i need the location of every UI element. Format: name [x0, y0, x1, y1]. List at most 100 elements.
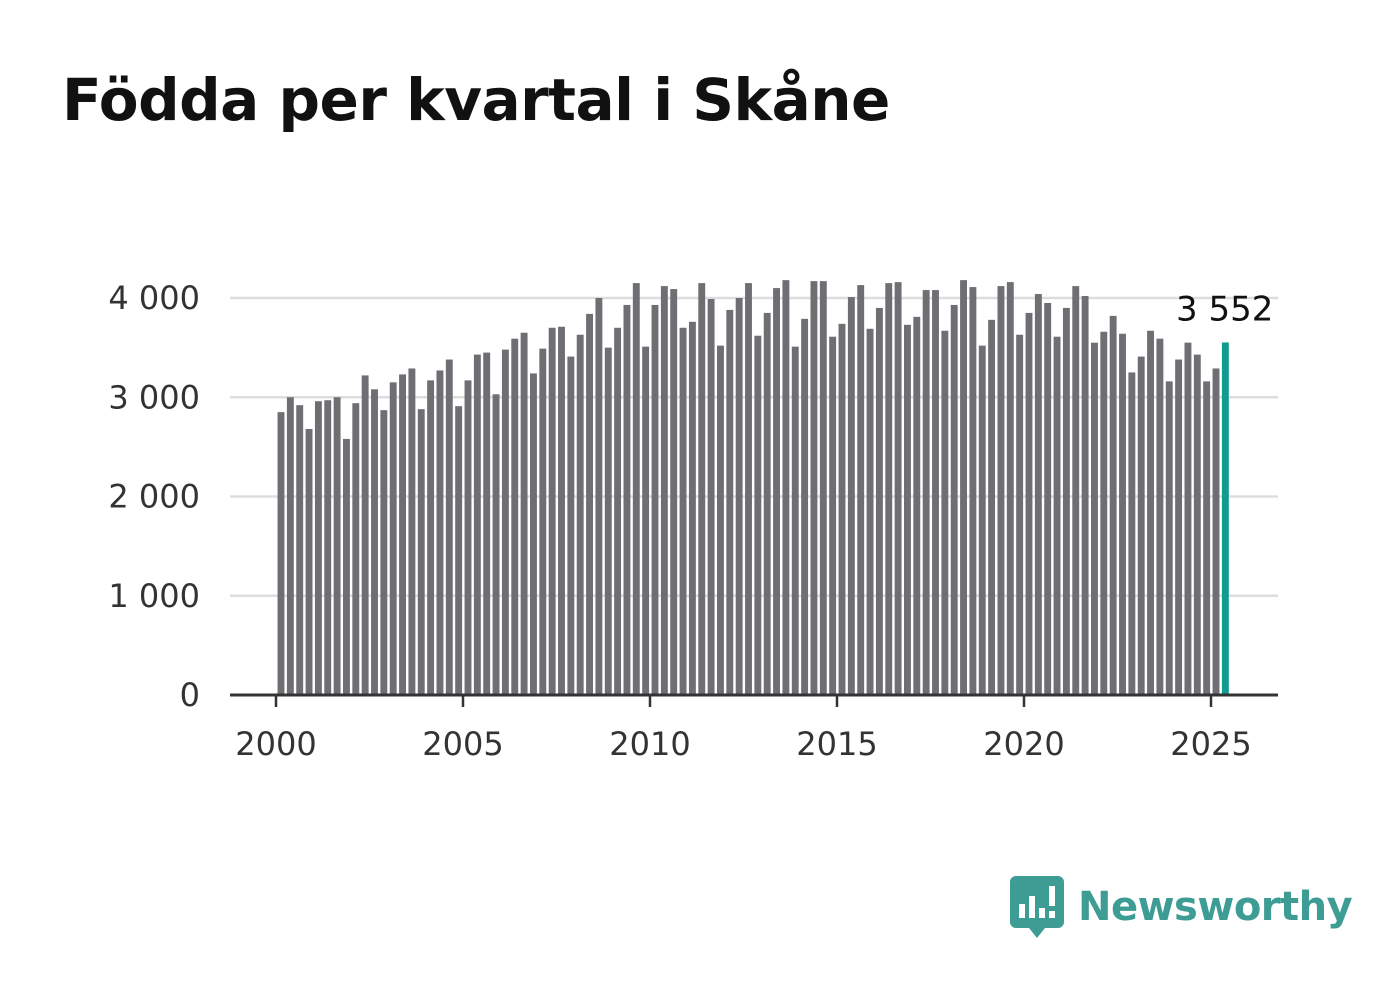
bar [1034, 294, 1042, 695]
bar [408, 368, 416, 695]
x-tick-label: 2010 [609, 725, 690, 763]
bar [885, 283, 893, 695]
bar [904, 324, 911, 695]
bar [1147, 330, 1154, 695]
bar [1175, 359, 1183, 695]
bar [726, 309, 734, 695]
bar [464, 380, 472, 695]
bar [1081, 296, 1089, 695]
bar [417, 409, 425, 695]
bar [586, 313, 593, 695]
bar [305, 429, 313, 695]
bar [483, 352, 491, 695]
brand-name: Newsworthy [1078, 884, 1353, 930]
bar [333, 397, 341, 695]
bar [1016, 334, 1024, 695]
bar [745, 283, 752, 695]
x-tick-label: 2020 [983, 725, 1064, 763]
bar [978, 345, 986, 695]
x-tick-label: 2005 [422, 725, 503, 763]
bar [436, 370, 444, 695]
bar [838, 323, 846, 695]
latest-value-label: 3 552 [1176, 289, 1273, 329]
bar [1062, 307, 1070, 695]
bar [352, 403, 360, 695]
bar [642, 346, 650, 695]
bars [277, 280, 1229, 696]
bar [679, 327, 687, 695]
bar [1193, 354, 1201, 695]
bar [389, 382, 397, 695]
y-tick-label: 0 [180, 676, 200, 714]
bar [614, 327, 622, 695]
bar [857, 285, 865, 695]
bar [688, 321, 696, 695]
y-tick-label: 4 000 [108, 279, 200, 317]
bar [1165, 381, 1173, 695]
bar [343, 438, 350, 695]
bar [801, 318, 809, 695]
bar [660, 286, 668, 695]
bar [296, 405, 304, 695]
newsworthy-logo-icon [1010, 876, 1064, 938]
bar [576, 334, 584, 695]
y-tick-label: 3 000 [108, 378, 200, 416]
bar [997, 286, 1005, 695]
bar [988, 319, 996, 695]
y-tick-label: 1 000 [108, 577, 200, 615]
bar [595, 298, 603, 695]
bar [969, 287, 977, 695]
bar [399, 374, 406, 695]
bar [427, 380, 435, 695]
y-tick-label: 2 000 [108, 478, 200, 516]
bar [735, 298, 743, 695]
bar [1119, 333, 1126, 695]
bar [286, 397, 294, 695]
bar [511, 338, 519, 695]
bar [782, 280, 790, 695]
bar [773, 288, 780, 695]
bar [314, 401, 322, 695]
bar [324, 400, 332, 695]
bar [361, 375, 369, 695]
bar [1212, 368, 1220, 695]
bar [1006, 282, 1014, 695]
y-axis-labels: 0 1 000 2 000 3 000 4 000 [108, 279, 200, 714]
bar [791, 346, 799, 695]
bar [1203, 381, 1211, 695]
bar [913, 316, 921, 695]
bar [847, 297, 855, 695]
bar [530, 373, 537, 695]
annotations: 3 552 [1176, 289, 1273, 329]
bar [539, 348, 547, 695]
bar [501, 349, 509, 695]
x-axis-labels: 2000 2005 2010 2015 2020 2025 [235, 725, 1251, 763]
bar [567, 356, 575, 695]
chart-title: Födda per kvartal i Skåne [62, 66, 890, 134]
bar-highlight [1221, 342, 1229, 695]
bar [1091, 342, 1098, 695]
bar [763, 312, 771, 695]
bar [1053, 336, 1061, 695]
bar [875, 307, 883, 695]
bar [632, 283, 640, 695]
bar [623, 304, 631, 695]
bar [380, 410, 388, 695]
bar [651, 304, 659, 695]
bar [866, 328, 874, 695]
bar [445, 359, 453, 695]
bar [932, 290, 939, 695]
x-tick-label: 2015 [796, 725, 877, 763]
bar [941, 330, 949, 695]
bar [1072, 286, 1080, 695]
bar [604, 347, 612, 696]
bar [754, 335, 762, 695]
bar [1184, 342, 1192, 695]
x-tick-label: 2000 [235, 725, 316, 763]
bar [1156, 338, 1164, 695]
bar [1137, 356, 1145, 695]
bar [520, 332, 528, 695]
bar [707, 298, 715, 695]
bar [717, 345, 724, 695]
bar [670, 289, 678, 695]
